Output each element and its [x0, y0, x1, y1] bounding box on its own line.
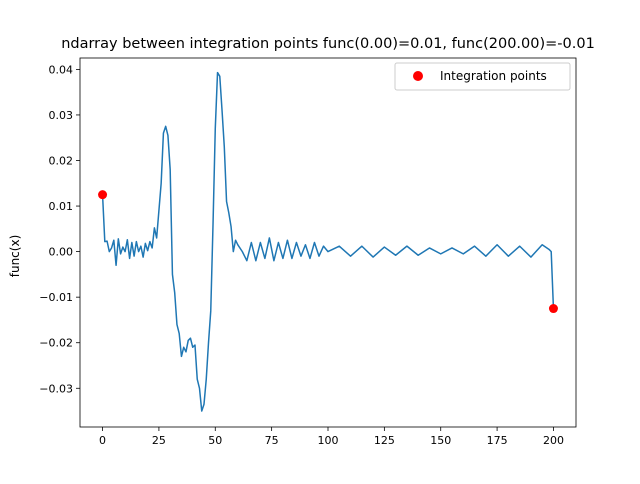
y-tick-label: −0.01	[39, 291, 73, 304]
y-tick-label: 0.01	[49, 200, 74, 213]
x-tick-label: 200	[543, 434, 564, 447]
x-tick-label: 150	[430, 434, 451, 447]
legend-label-integration-points: Integration points	[440, 69, 547, 83]
legend-box	[394, 62, 571, 91]
x-tick-label: 25	[152, 434, 166, 447]
legend-marker-integration-points	[413, 71, 423, 81]
x-tick-label: 0	[99, 434, 106, 447]
x-tick-label: 50	[208, 434, 222, 447]
axes: 0 25 50 75 100 125 150 175 200 −0.03 −0.02 −0.01 0.0…	[39, 57, 577, 447]
x-tick-label: 125	[374, 434, 395, 447]
y-tick-label: −0.02	[39, 337, 73, 350]
x-tick-label: 175	[487, 434, 508, 447]
y-axis-label: func(x)	[8, 235, 22, 278]
integration-point	[548, 304, 558, 314]
integration-point	[98, 190, 108, 200]
x-tick-label: 75	[265, 434, 279, 447]
x-tick-label: 100	[318, 434, 339, 447]
y-tick-label: 0.03	[49, 109, 74, 122]
y-tick-label: 0.02	[49, 155, 74, 168]
chart-title: ndarray between integration points func(…	[61, 36, 595, 52]
y-tick-label: 0.00	[49, 246, 74, 259]
series-line-func	[101, 71, 555, 412]
legend: Integration points	[394, 62, 571, 91]
y-tick-label: 0.04	[49, 63, 74, 76]
y-tick-label: −0.03	[39, 382, 73, 395]
plot-area	[98, 71, 558, 412]
